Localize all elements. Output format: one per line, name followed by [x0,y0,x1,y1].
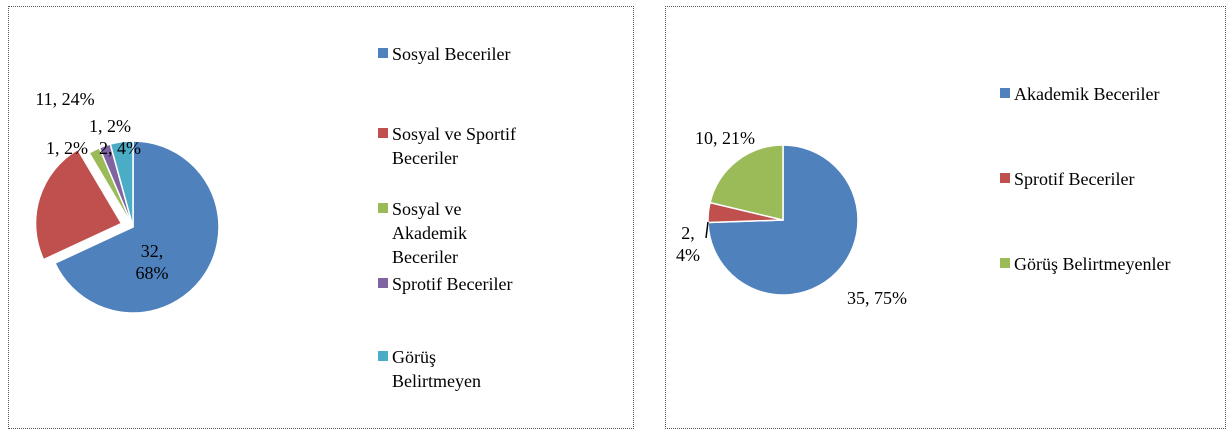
chart-frame [8,6,634,429]
pie-slice [34,148,123,261]
legend-item: Sprotif Beceriler [378,272,522,296]
data-label: 11, 24% [35,89,95,109]
legend-item: Akademik Beceriler [1000,82,1199,106]
legend-item: Sosyal ve Akademik Beceriler [378,197,522,269]
pie-slice [709,144,784,221]
legend-label: Sosyal Beceriler [392,44,511,64]
legend-label: Sprotif Beceriler [1014,169,1135,189]
legend-swatch [1000,258,1010,268]
legend-item: Sosyal Beceriler [378,42,522,66]
data-label: 32, 68% [135,241,169,283]
data-label: 10, 21% [695,128,755,148]
legend-item: Görüş Belirtmeyenler [1000,252,1199,276]
legend-item: Sprotif Beceriler [1000,167,1199,191]
chart-frame [665,6,1226,429]
legend-swatch [378,203,388,213]
legend-label: Sosyal ve Akademik Beceriler [392,199,467,267]
legend-swatch [378,351,388,361]
data-label: 2, 4% [99,138,141,158]
legend-swatch [1000,173,1010,183]
legend-label: Akademik Beceriler [1014,84,1160,104]
legend-label: Sprotif Beceriler [392,274,513,294]
legend-swatch [1000,88,1010,98]
legend-item: Sosyal ve Sportif Beceriler [378,122,522,170]
data-label: 1, 2% [89,116,131,136]
leader-line [705,221,709,239]
pie-slice [53,140,220,314]
legend-label: Görüş Belirtmeyen [392,347,481,391]
legend-item: Görüş Belirtmeyen [378,345,522,393]
pie-slice [707,144,859,296]
data-label: 1, 2% [46,138,88,158]
legend-swatch [378,278,388,288]
legend-label: Sosyal ve Sportif Beceriler [392,124,516,168]
data-label: 2, 4% [676,223,700,265]
legend-label: Görüş Belirtmeyenler [1014,254,1171,274]
legend-swatch [378,128,388,138]
pie-slice [109,140,134,228]
legend-swatch [378,48,388,58]
data-label: 35, 75% [847,288,907,308]
